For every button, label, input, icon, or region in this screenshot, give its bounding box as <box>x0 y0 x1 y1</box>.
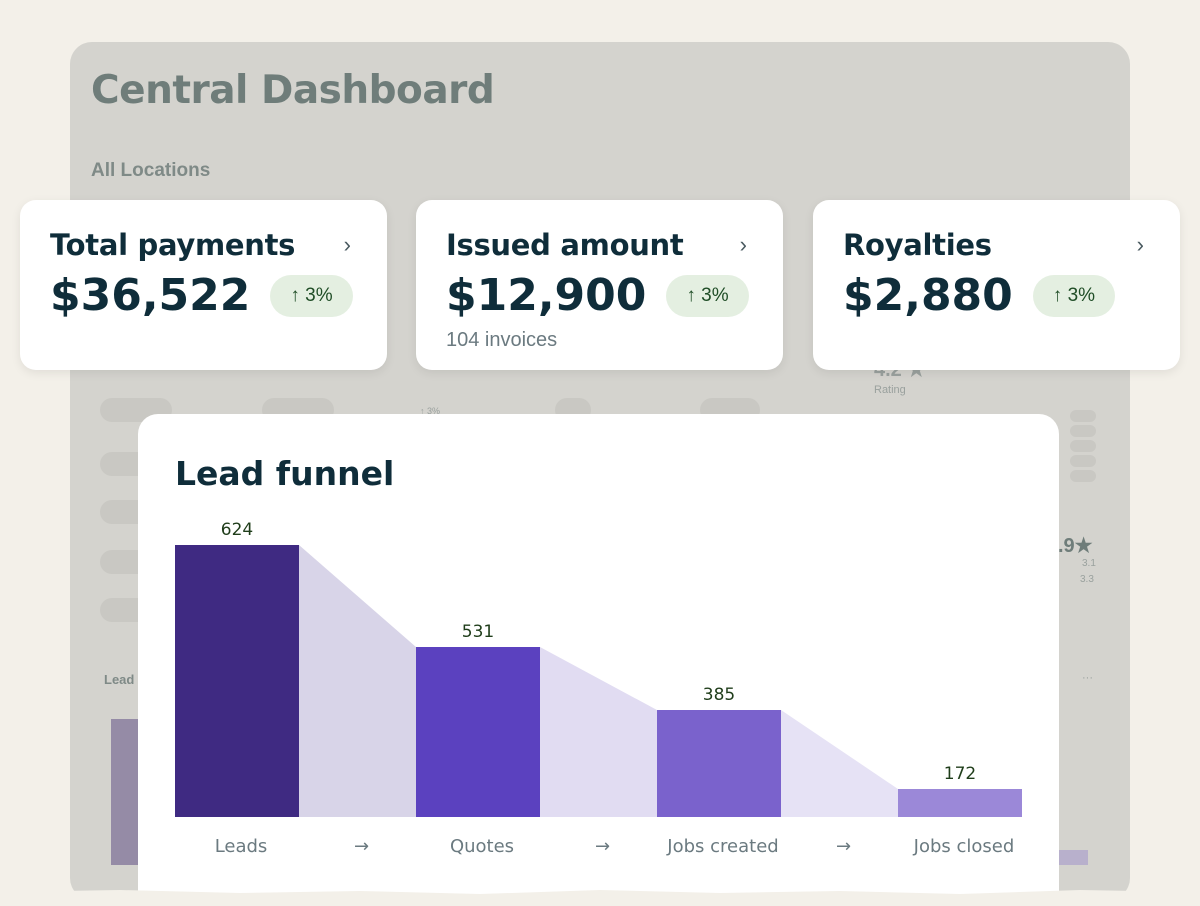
card-value: $12,900 <box>446 270 647 321</box>
more-icon[interactable]: ··· <box>1082 672 1093 684</box>
arrow-icon: → <box>595 836 610 857</box>
category-label: Quotes <box>450 836 514 857</box>
bar-value-label: 172 <box>944 764 976 784</box>
dashboard-title: Central Dashboard <box>91 68 495 113</box>
card-value: $2,880 <box>843 270 1013 321</box>
total-payments-card[interactable]: Total payments › $36,522 ↑ 3% <box>20 200 387 370</box>
rating-label: Rating <box>874 384 906 396</box>
background-bar <box>111 719 141 865</box>
placeholder-pill <box>1070 425 1096 437</box>
lead-label: Lead <box>104 672 135 687</box>
change-badge: ↑ 3% <box>420 406 441 416</box>
card-value: $36,522 <box>50 270 251 321</box>
placeholder-pill <box>1070 410 1096 422</box>
change-badge: ↑ 3% <box>666 274 749 317</box>
change-badge: ↑ 3% <box>270 274 353 317</box>
funnel-connector <box>540 647 657 817</box>
category-label: Jobs closed <box>913 836 1015 857</box>
bar-value-label: 624 <box>221 520 253 540</box>
arrow-icon: → <box>354 836 369 857</box>
bar-value-label: 385 <box>703 685 735 705</box>
card-title: Royalties <box>843 228 992 262</box>
funnel-bar[interactable] <box>657 710 781 817</box>
card-title: Total payments <box>50 228 296 262</box>
funnel-connector <box>299 545 416 817</box>
location-selector[interactable]: All Locations <box>91 160 211 181</box>
invoice-count: 104 invoices <box>446 329 558 351</box>
placeholder-pill <box>1070 440 1096 452</box>
change-badge: ↑ 3% <box>1032 274 1116 317</box>
chevron-right-icon[interactable]: › <box>1136 232 1144 257</box>
funnel-chart: → → → 624 Leads 531 Quotes 385 Jobs created 172 Jo… <box>175 520 1022 857</box>
rating-sub: 3.1 <box>1082 558 1096 569</box>
background-bar <box>1058 850 1088 865</box>
placeholder-pill <box>1070 455 1096 467</box>
funnel-bar[interactable] <box>175 545 299 817</box>
chevron-right-icon[interactable]: › <box>343 232 351 257</box>
card-title: Issued amount <box>446 228 684 262</box>
lead-funnel-card: Lead funnel → → → 624 Leads 531 Quotes 385 Jobs … <box>138 414 1059 900</box>
funnel-title: Lead funnel <box>175 454 395 493</box>
category-label: Leads <box>215 836 268 857</box>
funnel-bar[interactable] <box>416 647 540 817</box>
issued-amount-card[interactable]: Issued amount › $12,900 ↑ 3% 104 invoices <box>416 200 783 370</box>
rating-sub: 3.3 <box>1080 574 1094 585</box>
chevron-right-icon[interactable]: › <box>739 232 747 257</box>
royalties-card[interactable]: Royalties › $2,880 ↑ 3% <box>813 200 1180 370</box>
funnel-bar[interactable] <box>898 789 1022 817</box>
category-label: Jobs created <box>666 836 778 857</box>
rating-value-2: .9★ <box>1058 535 1093 557</box>
funnel-connector <box>781 710 898 817</box>
arrow-icon: → <box>836 836 851 857</box>
placeholder-pill <box>1070 470 1096 482</box>
bar-value-label: 531 <box>462 622 494 642</box>
